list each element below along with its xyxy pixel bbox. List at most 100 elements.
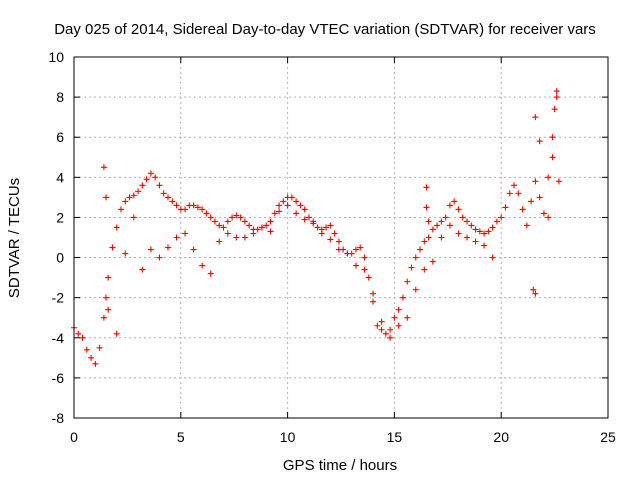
data-point <box>545 174 552 181</box>
data-point <box>293 210 300 217</box>
data-point <box>216 222 223 229</box>
data-point <box>481 242 488 249</box>
data-point <box>528 198 535 205</box>
data-point <box>139 266 146 273</box>
data-point <box>498 214 505 221</box>
data-point <box>357 244 364 251</box>
data-point <box>378 318 385 325</box>
data-point <box>421 238 428 245</box>
data-point <box>83 346 90 353</box>
data-point <box>130 192 137 199</box>
data-point <box>113 224 120 231</box>
data-point <box>164 244 171 251</box>
data-point <box>399 294 406 301</box>
data-point <box>551 106 558 113</box>
data-point <box>203 210 210 217</box>
data-point <box>199 206 206 213</box>
data-point <box>173 234 180 241</box>
data-point <box>455 206 462 213</box>
data-point <box>96 344 103 351</box>
y-axis-label: SDTVAR / TECUs <box>6 178 23 298</box>
data-point <box>135 188 142 195</box>
data-point <box>160 190 167 197</box>
data-point <box>233 212 240 219</box>
data-point <box>122 198 129 205</box>
data-point <box>459 214 466 221</box>
data-point <box>464 218 471 225</box>
data-point <box>323 224 330 231</box>
data-point <box>190 202 197 209</box>
x-tick-label: 10 <box>280 429 296 445</box>
data-point <box>182 230 189 237</box>
data-point <box>182 206 189 213</box>
data-point <box>335 238 342 245</box>
data-point <box>331 230 338 237</box>
y-tick-label: -4 <box>52 330 65 346</box>
data-point <box>532 114 539 121</box>
data-point <box>370 298 377 305</box>
data-point <box>263 222 270 229</box>
data-point <box>553 94 560 101</box>
data-point <box>395 322 402 329</box>
data-point <box>75 330 82 337</box>
data-point <box>105 274 112 281</box>
data-point <box>310 220 317 227</box>
data-point <box>156 254 163 261</box>
data-point <box>438 234 445 241</box>
data-point <box>540 210 547 217</box>
data-point <box>327 222 334 229</box>
data-point <box>429 226 436 233</box>
data-point <box>438 218 445 225</box>
data-point <box>246 222 253 229</box>
data-point <box>224 230 231 237</box>
data-point <box>412 254 419 261</box>
data-point <box>207 270 214 277</box>
data-point <box>169 198 176 205</box>
data-point <box>352 246 359 253</box>
data-point <box>553 88 560 95</box>
data-point <box>314 224 321 231</box>
data-point <box>532 290 539 297</box>
x-tick-label: 0 <box>70 429 78 445</box>
y-tick-label: -8 <box>52 410 65 426</box>
data-point <box>267 218 274 225</box>
data-point <box>374 322 381 329</box>
data-point <box>147 170 154 177</box>
data-point <box>421 266 428 273</box>
data-point <box>391 314 398 321</box>
data-point <box>404 278 411 285</box>
data-point <box>352 262 359 269</box>
data-point <box>476 228 483 235</box>
data-point <box>143 176 150 183</box>
data-point <box>425 218 432 225</box>
data-point <box>199 262 206 269</box>
axis-ticks: 0 5 10 15 20 25 -8 -6 -4 -2 0 2 4 6 8 10 <box>48 49 616 445</box>
data-point <box>126 194 133 201</box>
data-point <box>472 226 479 233</box>
chart-title: Day 025 of 2014, Sidereal Day-to-day VTE… <box>54 21 596 38</box>
data-point <box>434 222 441 229</box>
data-point <box>455 230 462 237</box>
y-tick-label: 6 <box>56 129 64 145</box>
data-point <box>361 266 368 273</box>
x-axis-label: GPS time / hours <box>283 457 397 474</box>
y-tick-label: 10 <box>48 49 64 65</box>
data-point <box>472 238 479 245</box>
data-point <box>464 234 471 241</box>
data-point <box>207 214 214 221</box>
data-point <box>536 138 543 145</box>
data-point <box>288 194 295 201</box>
data-point <box>233 234 240 241</box>
data-point <box>241 218 248 225</box>
y-tick-label: 8 <box>56 89 64 105</box>
data-point <box>164 194 171 201</box>
data-point <box>425 234 432 241</box>
data-point <box>446 222 453 229</box>
data-point <box>103 194 110 201</box>
data-point <box>532 178 539 185</box>
data-point <box>271 210 278 217</box>
data-point <box>122 250 129 257</box>
data-point <box>423 184 430 191</box>
data-point <box>152 174 159 181</box>
x-tick-label: 20 <box>493 429 509 445</box>
